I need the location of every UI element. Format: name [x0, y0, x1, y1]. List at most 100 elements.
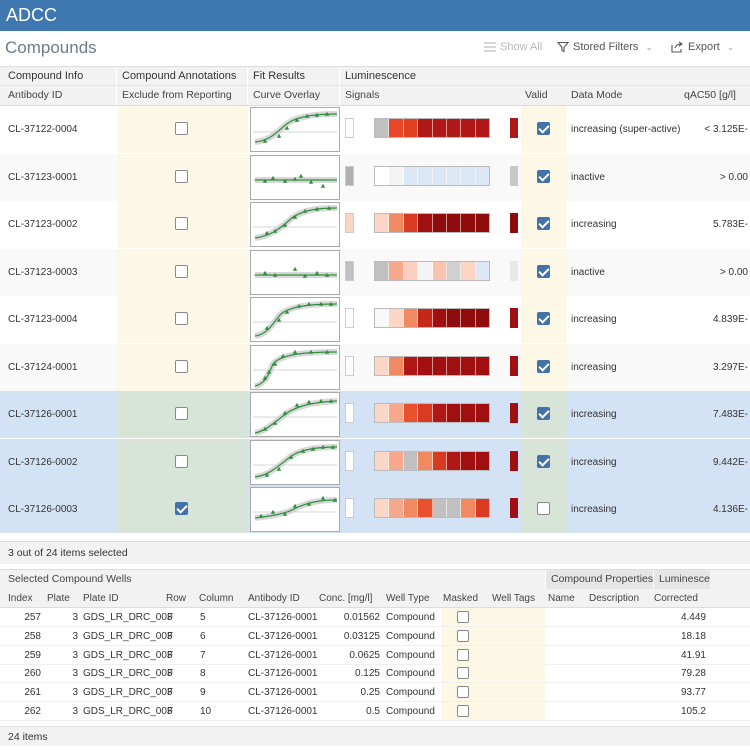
well-row[interactable]: 262 3 GDS_LR_DRC_003 F 10 CL-37126-0001 0.5 Com…: [0, 702, 750, 721]
well-index: 258: [24, 630, 41, 642]
compound-row[interactable]: CL-37126-0003 increasing 4.136E-: [0, 486, 750, 533]
col-description[interactable]: Description: [589, 593, 640, 604]
masked-checkbox[interactable]: [457, 705, 469, 717]
signal-heatmap[interactable]: [374, 308, 490, 328]
masked-checkbox[interactable]: [457, 686, 469, 699]
well-row[interactable]: 257 3 GDS_LR_DRC_003 F 5 CL-37126-0001 0.01562…: [0, 608, 750, 627]
exclude-checkbox[interactable]: [175, 359, 188, 373]
data-point: [270, 175, 276, 180]
signal-reference-cell: [510, 118, 518, 138]
col-antibody-id[interactable]: Antibody ID: [8, 89, 63, 101]
compound-row[interactable]: CL-37126-0002 increasing 9.442E-: [0, 438, 750, 486]
exclude-checkbox[interactable]: [175, 502, 188, 515]
data-point: [296, 303, 302, 308]
curve-overlay-thumbnail[interactable]: [250, 392, 340, 437]
show-all-button[interactable]: Show All: [484, 41, 542, 53]
signal-control-cell: [345, 118, 354, 138]
exclude-checkbox[interactable]: [175, 454, 188, 468]
compound-row[interactable]: CL-37123-0004 increasing 4.839E-: [0, 296, 750, 343]
signal-heatmap[interactable]: [374, 213, 490, 233]
col-curve-overlay[interactable]: Curve Overlay: [247, 86, 339, 105]
qac50-value: > 0.00: [719, 171, 748, 183]
col-index[interactable]: Index: [8, 593, 33, 604]
compound-row[interactable]: CL-37126-0001 increasing 7.483E-: [0, 391, 750, 438]
well-row[interactable]: 258 3 GDS_LR_DRC_003 F 6 CL-37126-0001 0.03125…: [0, 626, 750, 646]
valid-checkbox[interactable]: [537, 217, 550, 230]
col-conc[interactable]: Conc. [mg/l]: [319, 593, 373, 604]
valid-checkbox[interactable]: [537, 312, 550, 325]
dose-response-curve: [253, 443, 338, 480]
valid-checkbox[interactable]: [537, 454, 550, 468]
data-mode: increasing: [571, 456, 617, 468]
exclude-checkbox[interactable]: [175, 264, 188, 278]
signal-heatmap[interactable]: [374, 260, 490, 281]
export-button[interactable]: Export ⌄: [671, 41, 734, 53]
col-plate-id[interactable]: Plate ID: [83, 593, 119, 604]
masked-checkbox[interactable]: [457, 648, 469, 661]
masked-checkbox[interactable]: [457, 611, 469, 623]
curve-overlay-thumbnail[interactable]: [250, 487, 340, 532]
qac50-value: > 0.00: [719, 266, 748, 278]
exclude-checkbox[interactable]: [175, 312, 188, 325]
signal-control-cell: [345, 165, 354, 186]
col-valid[interactable]: Valid: [525, 89, 548, 101]
compound-row[interactable]: CL-37122-0004 increasing (super-active) < …: [0, 106, 750, 153]
well-plate: 3: [72, 668, 78, 680]
col-wells-antibody-id[interactable]: Antibody ID: [248, 593, 300, 604]
compound-row[interactable]: CL-37123-0001 inactive > 0.00: [0, 153, 750, 201]
compound-row[interactable]: CL-37123-0002 increasing 5.783E-: [0, 201, 750, 248]
curve-overlay-thumbnail[interactable]: [250, 344, 340, 390]
dose-response-curve: [253, 398, 338, 436]
signal-heatmap[interactable]: [374, 498, 490, 518]
wells-group-header: Selected Compound Wells Compound Propert…: [0, 569, 750, 589]
stored-filters-button[interactable]: Stored Filters ⌄: [557, 41, 653, 53]
compound-row[interactable]: CL-37123-0003 inactive > 0.00: [0, 248, 750, 296]
signal-heatmap[interactable]: [374, 118, 490, 138]
col-masked[interactable]: Masked: [443, 593, 479, 604]
valid-checkbox[interactable]: [537, 264, 550, 278]
curve-overlay-thumbnail[interactable]: [250, 107, 340, 152]
data-point: [304, 113, 310, 118]
col-corrected[interactable]: Corrected: [654, 593, 698, 604]
signal-heatmap[interactable]: [374, 450, 490, 471]
valid-checkbox[interactable]: [537, 359, 550, 373]
signal-cell: [461, 499, 476, 517]
signal-heatmap[interactable]: [374, 403, 490, 423]
exclude-checkbox[interactable]: [175, 122, 188, 135]
signal-heatmap[interactable]: [374, 165, 490, 186]
valid-checkbox[interactable]: [537, 407, 550, 420]
col-row[interactable]: Row: [166, 593, 187, 604]
col-data-mode[interactable]: Data Mode: [571, 89, 623, 101]
col-name[interactable]: Name: [548, 593, 575, 604]
well-row[interactable]: 259 3 GDS_LR_DRC_003 F 7 CL-37126-0001 0.0625 C…: [0, 645, 750, 665]
data-mode: increasing: [571, 219, 617, 230]
well-index: 262: [24, 706, 41, 717]
masked-checkbox[interactable]: [457, 667, 469, 680]
masked-checkbox[interactable]: [457, 629, 469, 642]
well-row[interactable]: 260 3 GDS_LR_DRC_003 F 8 CL-37126-0001 0.125 Co…: [0, 664, 750, 684]
curve-overlay-thumbnail[interactable]: [250, 154, 340, 200]
fit-curve: [254, 113, 338, 143]
col-exclude-from-reporting[interactable]: Exclude from Reporting: [116, 86, 248, 105]
col-plate[interactable]: Plate: [47, 593, 70, 604]
curve-overlay-thumbnail[interactable]: [250, 249, 340, 295]
col-qac50[interactable]: qAC50 [g/l]: [684, 89, 736, 101]
curve-overlay-thumbnail[interactable]: [250, 202, 340, 247]
curve-overlay-thumbnail[interactable]: [250, 297, 340, 342]
valid-checkbox[interactable]: [537, 169, 550, 183]
col-column[interactable]: Column: [199, 593, 234, 604]
valid-checkbox[interactable]: [537, 122, 550, 135]
compound-row[interactable]: CL-37124-0001 increasing 3.297E-: [0, 343, 750, 391]
valid-checkbox[interactable]: [537, 502, 550, 515]
col-signals[interactable]: Signals: [339, 86, 519, 105]
data-point: [262, 426, 268, 431]
well-row[interactable]: 261 3 GDS_LR_DRC_003 F 9 CL-37126-0001 0.25 Com…: [0, 683, 750, 703]
col-well-type[interactable]: Well Type: [386, 593, 430, 604]
exclude-checkbox[interactable]: [175, 169, 188, 183]
col-well-tags[interactable]: Well Tags: [492, 593, 535, 604]
exclude-checkbox[interactable]: [175, 407, 188, 420]
signal-reference-cell: [510, 498, 518, 518]
curve-overlay-thumbnail[interactable]: [250, 439, 340, 485]
exclude-checkbox[interactable]: [175, 217, 188, 230]
signal-heatmap[interactable]: [374, 355, 490, 376]
